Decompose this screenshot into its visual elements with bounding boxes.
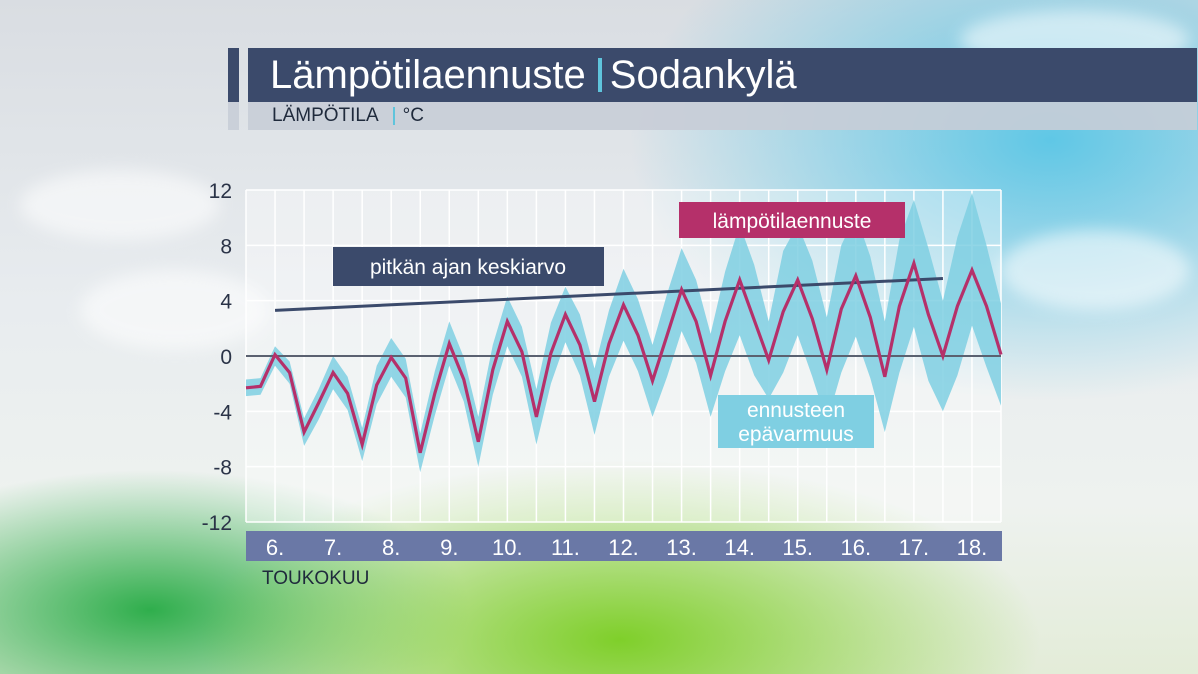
- cloud-decoration: [80, 270, 270, 350]
- subtitle-bar: LÄMPÖTILA °C: [248, 102, 1197, 130]
- title-bar-tab: [228, 48, 239, 102]
- x-axis-bar: [246, 531, 1002, 561]
- x-tick-label: 16.: [841, 535, 872, 560]
- y-tick-label: 12: [209, 180, 232, 203]
- y-tick-label: -12: [202, 512, 232, 535]
- x-axis-label: TOUKOKUU: [262, 568, 370, 589]
- x-tick-label: 18.: [957, 535, 988, 560]
- y-tick-label: 8: [220, 235, 232, 258]
- y-tick-label: 4: [220, 291, 232, 314]
- uncertainty-label-line2: epävarmuus: [738, 423, 854, 446]
- forecast-label: lämpötilaennuste: [713, 210, 872, 233]
- uncertainty-label-box: [718, 395, 874, 448]
- cloud-decoration: [20, 170, 220, 240]
- x-tick-label: 14.: [724, 535, 755, 560]
- y-tick-label: -8: [213, 457, 232, 480]
- x-tick-label: 15.: [782, 535, 813, 560]
- x-tick-label: 9.: [440, 535, 458, 560]
- x-tick-label: 7.: [324, 535, 342, 560]
- uncertainty-label-line1: ennusteen: [747, 399, 845, 422]
- unit-label: °C: [402, 105, 424, 126]
- average-label: pitkän ajan keskiarvo: [370, 256, 566, 279]
- chart-title: Lämpötilaennuste: [270, 52, 586, 97]
- subtitle-bar-tab: [228, 102, 239, 130]
- cloud-decoration: [1000, 230, 1190, 310]
- x-tick-label: 13.: [666, 535, 697, 560]
- title-separator: [597, 58, 602, 92]
- y-tick-label: 0: [220, 346, 232, 369]
- uncertainty-band: [246, 192, 1001, 473]
- x-tick-label: 6.: [266, 535, 284, 560]
- x-tick-label: 10.: [492, 535, 523, 560]
- title-bar: Lämpötilaennuste Sodankylä: [248, 48, 1197, 102]
- x-tick-label: 17.: [899, 535, 930, 560]
- subtitle-separator: [392, 107, 395, 125]
- average-line: [274, 277, 943, 312]
- forecast-line: [245, 257, 1003, 454]
- location-name: Sodankylä: [609, 52, 797, 97]
- x-tick-label: 8.: [382, 535, 400, 560]
- x-tick-label: 12.: [608, 535, 639, 560]
- x-tick-label: 11.: [551, 535, 580, 560]
- y-tick-label: -4: [213, 401, 232, 424]
- chart-subtitle: LÄMPÖTILA: [272, 105, 379, 126]
- forecast-label-box: [679, 202, 905, 238]
- average-label-box: [333, 247, 604, 286]
